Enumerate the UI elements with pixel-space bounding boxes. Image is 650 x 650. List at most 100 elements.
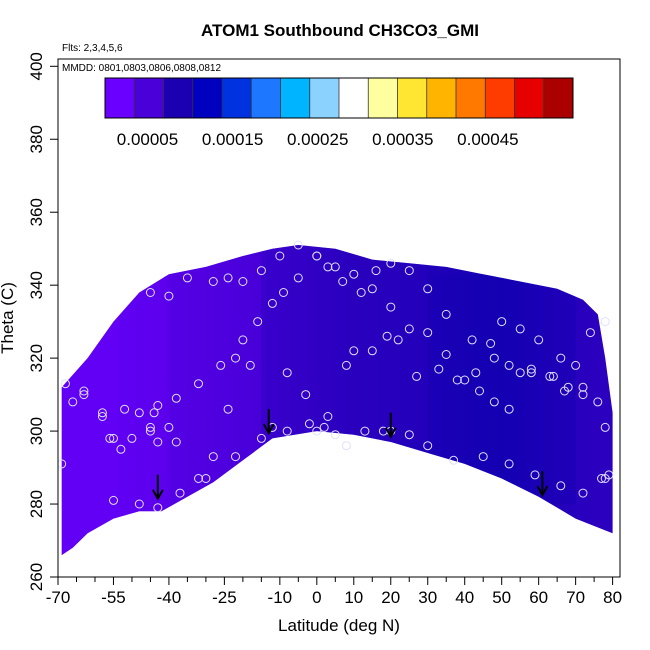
track-3-sample xyxy=(256,266,266,276)
track-1-sample xyxy=(97,408,107,418)
track-3-sample xyxy=(164,291,174,301)
track-2-sample xyxy=(253,317,263,327)
colorbar-tick-label: 0.00045 xyxy=(457,130,518,149)
colorbar-swatch xyxy=(134,78,164,118)
track-1-sample xyxy=(312,426,322,436)
y-axis-label: Theta (C) xyxy=(0,282,17,354)
track-2-sample xyxy=(386,258,396,268)
x-tick-label: -55 xyxy=(101,588,126,607)
track-1-sample xyxy=(282,368,292,378)
track-3-sample xyxy=(404,324,414,334)
track-3-sample xyxy=(223,273,233,283)
track-1-sample xyxy=(164,422,174,432)
x-tick-label: 10 xyxy=(344,588,363,607)
track-2-sample xyxy=(323,262,333,272)
track-2-sample xyxy=(423,284,433,294)
colorbar-tick-label: 0.00035 xyxy=(372,130,433,149)
track-3-sample xyxy=(441,350,451,359)
track-3-sample xyxy=(275,251,285,261)
track-2-sample xyxy=(548,371,558,381)
track-1-sample xyxy=(360,426,370,436)
track-4-sample xyxy=(393,335,403,345)
field-region-northern-mid-latitudes xyxy=(427,274,576,505)
x-tick-label: -40 xyxy=(157,588,182,607)
track-2-sample xyxy=(79,390,89,400)
track-4-sample xyxy=(545,371,555,381)
track-4-sample xyxy=(452,375,462,385)
track-3-sample xyxy=(600,317,610,327)
track-4-sample xyxy=(175,488,185,498)
x-tick-label: 60 xyxy=(529,588,548,607)
track-1-sample xyxy=(504,459,514,469)
x-axis-label: Latitude (deg N) xyxy=(278,616,400,635)
colorbar-swatch xyxy=(222,78,252,118)
track-2-sample xyxy=(526,368,536,378)
track-1-sample xyxy=(301,390,311,400)
field-region-southern-high-latitudes xyxy=(61,266,169,556)
track-1-sample xyxy=(194,474,203,483)
track-3-sample xyxy=(312,251,322,261)
colorbar-swatch xyxy=(251,78,281,118)
colorbar-swatch xyxy=(456,78,486,118)
dates-subtitle: MMDD: 0801,0803,0806,0808,0812 xyxy=(62,63,221,74)
x-tick-label: 0 xyxy=(312,588,321,607)
track-3-sample xyxy=(145,288,155,297)
track-4-sample xyxy=(412,371,422,381)
track-2-sample xyxy=(238,335,248,345)
track-2-sample xyxy=(279,288,288,297)
x-tick-label: -25 xyxy=(212,588,237,607)
track-3-sample xyxy=(534,335,544,345)
track-4-sample xyxy=(367,346,377,356)
field-region-southern-mid-latitudes xyxy=(168,255,262,512)
track-4-sample xyxy=(578,382,588,392)
x-tick-label: 70 xyxy=(566,588,585,607)
track-1-sample xyxy=(530,470,540,480)
colorbar-swatch xyxy=(105,78,135,118)
track-1-sample xyxy=(319,422,329,432)
track-2-sample xyxy=(338,277,348,286)
track-1-sample xyxy=(120,404,130,414)
y-tick-label: 320 xyxy=(27,344,46,372)
track-4-sample xyxy=(109,495,118,505)
y-tick-label: 340 xyxy=(27,271,46,299)
track-1-sample xyxy=(330,430,340,440)
track-1-sample xyxy=(134,408,144,418)
track-4-sample xyxy=(604,470,614,480)
colorbar-swatch xyxy=(426,78,457,118)
track-4-sample xyxy=(282,426,292,436)
track-1-sample xyxy=(245,360,255,370)
colorbar-swatch xyxy=(280,78,311,118)
track-2-sample xyxy=(356,288,366,297)
track-4-sample xyxy=(382,331,392,341)
colorbar-swatch xyxy=(368,78,398,118)
track-3-sample xyxy=(585,328,595,338)
track-1-sample xyxy=(68,397,78,407)
down-arrow-icon xyxy=(384,412,397,439)
colorbar-frame xyxy=(104,77,574,119)
y-tick-label: 380 xyxy=(27,125,46,153)
track-2-sample xyxy=(97,412,107,421)
track-4-sample xyxy=(489,397,499,407)
x-tick-label: 80 xyxy=(603,588,622,607)
track-3-sample xyxy=(556,353,566,363)
track-1-sample xyxy=(597,474,606,483)
track-4-sample xyxy=(515,368,525,378)
track-1-sample xyxy=(79,386,89,396)
track-2-sample xyxy=(153,401,163,410)
track-3-sample xyxy=(386,302,396,312)
track-2-sample xyxy=(216,360,226,370)
track-1-sample xyxy=(153,437,163,447)
y-axis: 260 280 300 320 340 360 380 400 xyxy=(27,52,58,591)
colorbar: 0.00005 0.00015 0.00025 0.00035 0.00045 xyxy=(104,77,574,149)
x-tick-label: 20 xyxy=(381,588,400,607)
y-tick-label: 300 xyxy=(27,417,46,445)
track-1-sample xyxy=(556,481,566,491)
track-3-sample xyxy=(460,375,470,385)
track-4-sample xyxy=(304,419,314,429)
x-tick-label: 30 xyxy=(418,588,437,607)
x-tick-label: -10 xyxy=(268,588,293,607)
track-3-sample xyxy=(486,339,496,348)
track-3-sample xyxy=(367,284,377,294)
track-2-sample xyxy=(105,433,115,443)
track-2-sample xyxy=(267,298,277,308)
